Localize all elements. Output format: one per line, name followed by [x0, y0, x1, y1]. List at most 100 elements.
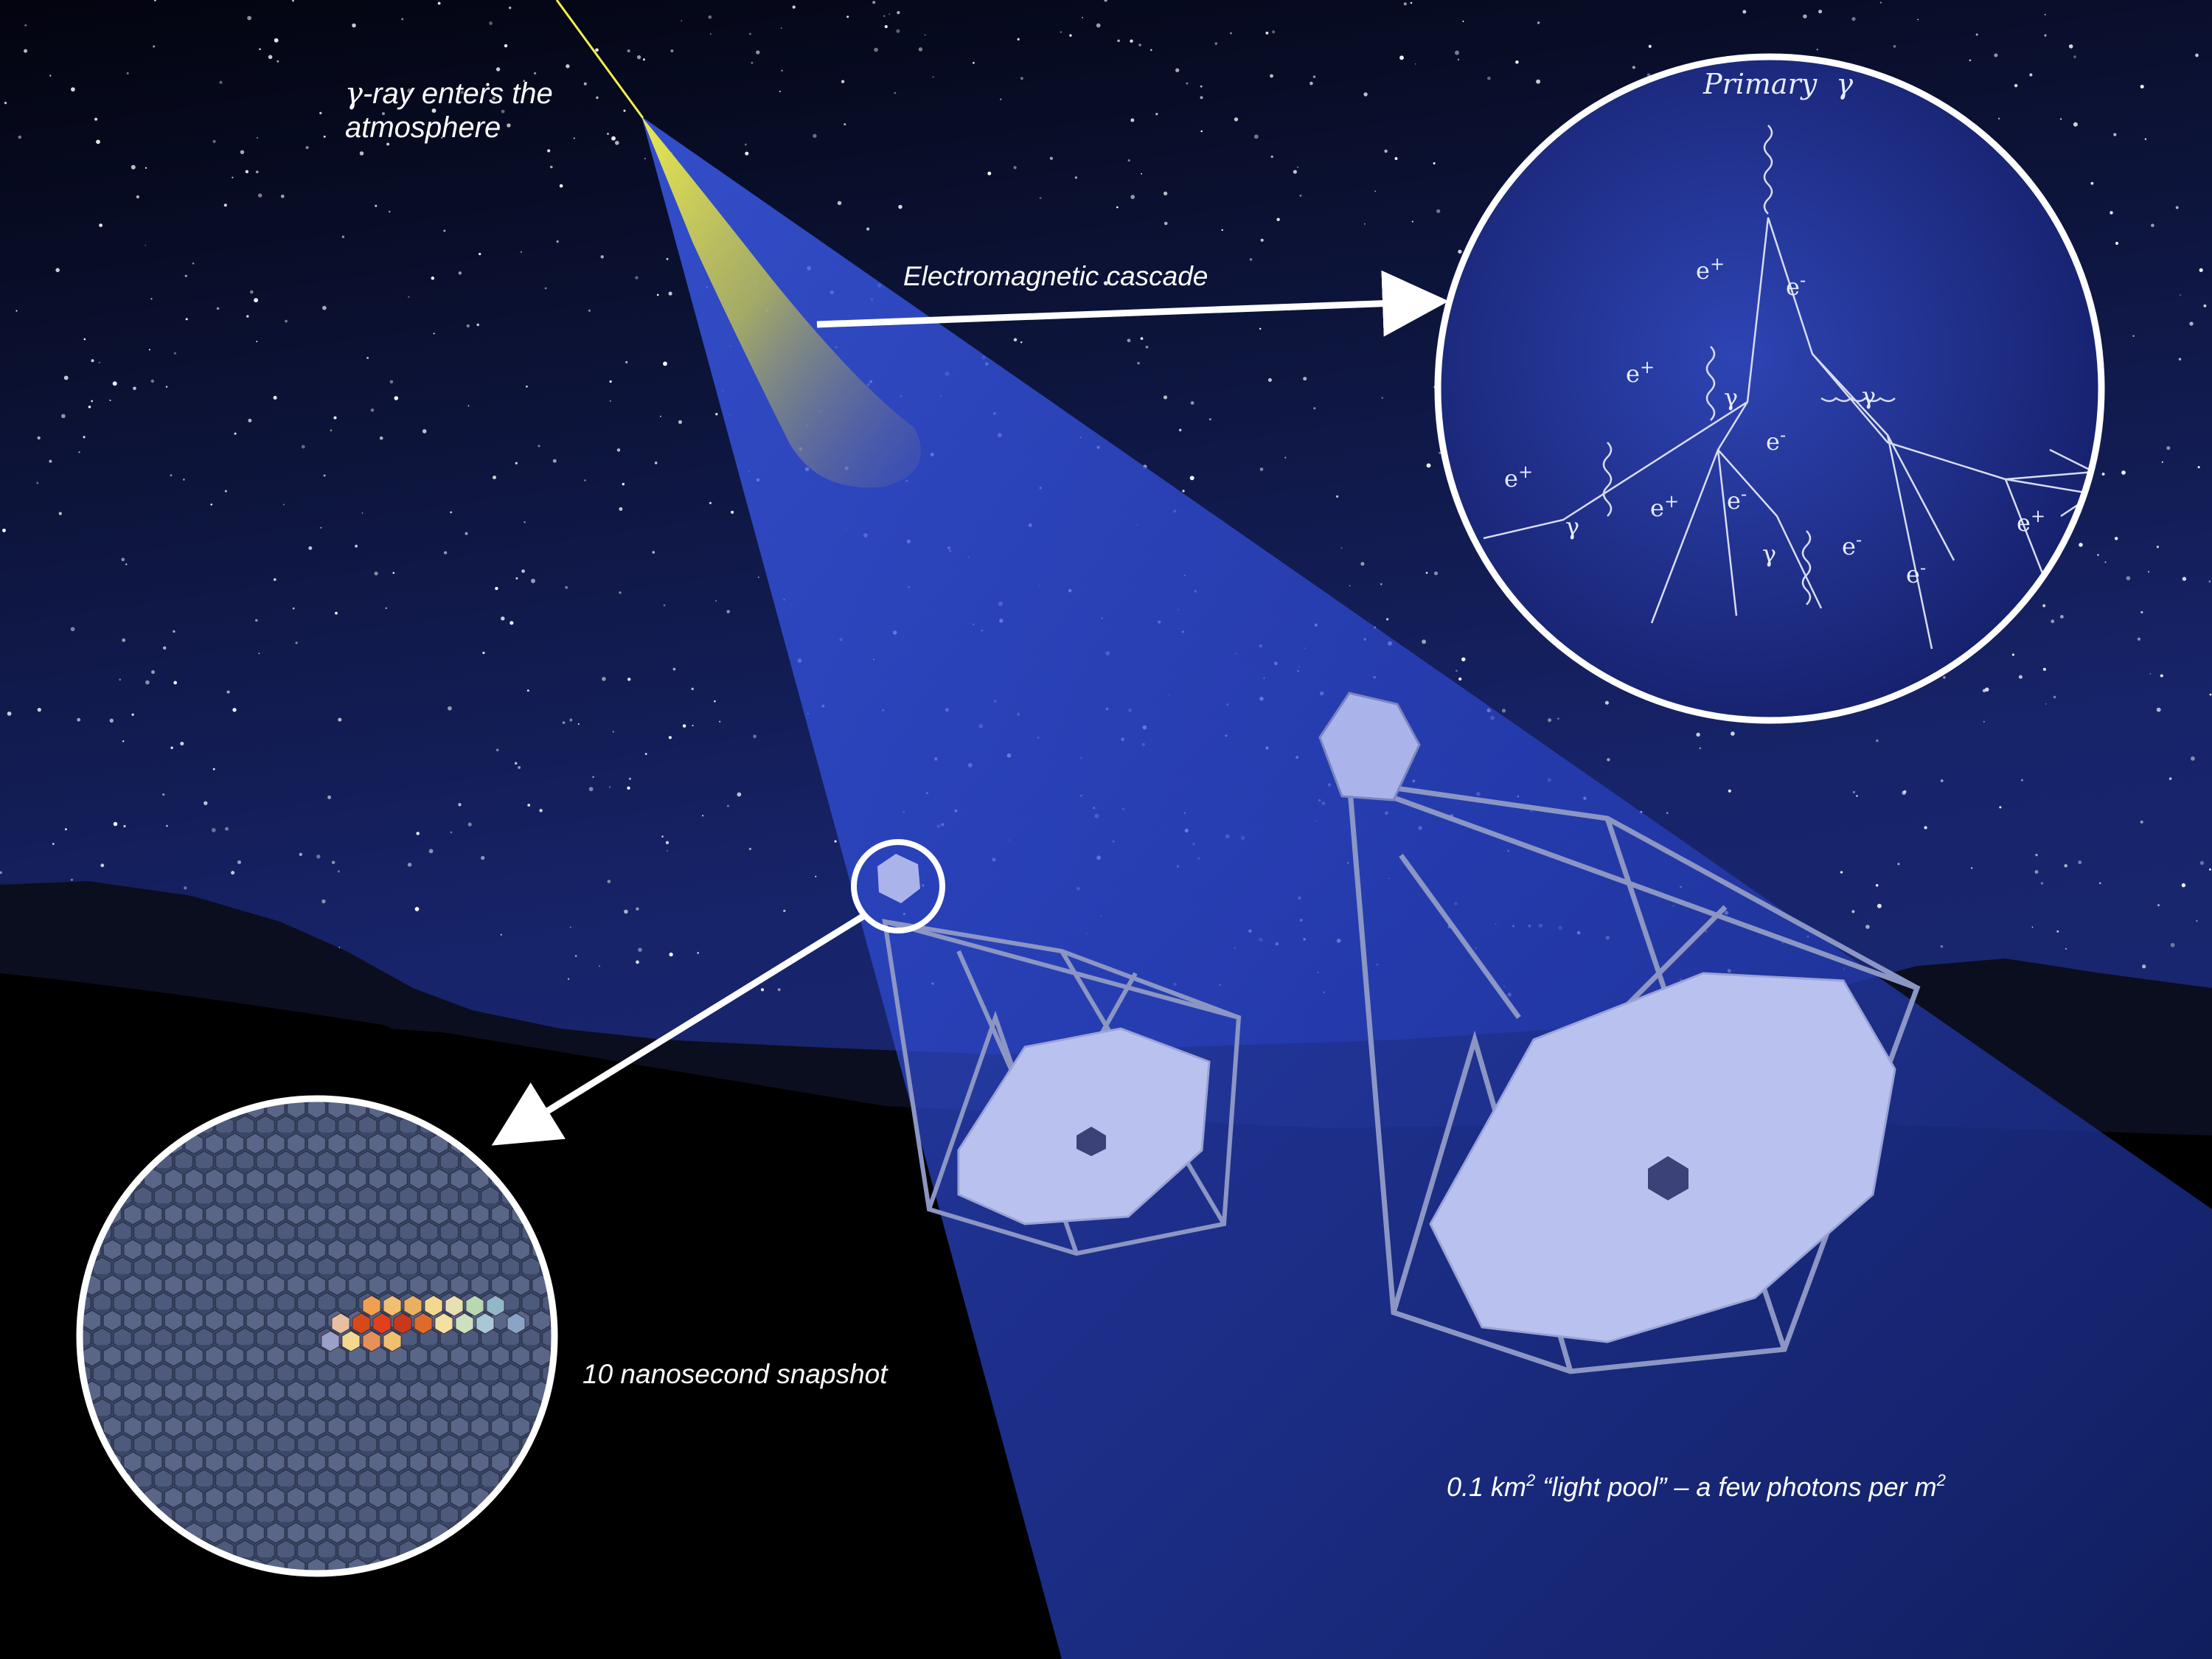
star — [569, 718, 573, 722]
star — [1458, 677, 1462, 681]
star — [1313, 407, 1316, 410]
star — [1381, 397, 1384, 399]
star — [550, 165, 553, 169]
star — [636, 55, 641, 60]
star — [2166, 446, 2171, 451]
star — [1917, 18, 1919, 21]
star — [1385, 618, 1389, 621]
star — [361, 512, 364, 514]
star — [569, 926, 571, 928]
star — [715, 600, 717, 602]
star — [1272, 30, 1276, 34]
star — [70, 627, 75, 632]
star — [2181, 883, 2186, 888]
star — [183, 479, 185, 481]
star — [872, 1, 876, 4]
star — [153, 0, 156, 1]
light-pool-label: 0.1 km2 “light pool” – a few photons per… — [1447, 1471, 1946, 1502]
star — [1069, 34, 1072, 37]
star — [1182, 490, 1185, 493]
star — [1462, 21, 1464, 22]
star — [514, 762, 518, 765]
star — [619, 591, 622, 594]
star — [2073, 55, 2076, 58]
star — [1943, 676, 1946, 679]
star — [2209, 693, 2212, 696]
star — [185, 318, 188, 321]
star — [1983, 720, 1985, 723]
star — [612, 731, 614, 733]
star — [1130, 39, 1133, 43]
star — [1666, 812, 1669, 814]
star — [37, 436, 41, 440]
star — [323, 135, 326, 138]
star — [1364, 223, 1366, 225]
star — [1728, 789, 1731, 793]
star — [744, 143, 747, 146]
star — [136, 195, 140, 199]
star — [668, 736, 672, 740]
star — [443, 551, 448, 554]
star — [2197, 466, 2200, 469]
star — [1433, 571, 1439, 576]
star — [834, 840, 837, 843]
star — [321, 899, 326, 904]
star — [1457, 58, 1460, 60]
star — [1145, 345, 1149, 349]
camera-pixel — [403, 1295, 422, 1317]
star — [495, 586, 498, 591]
star — [624, 909, 628, 914]
gamma-ray-entry-label: γ-ray enters the atmosphere — [345, 77, 553, 145]
camera-pixel — [424, 1295, 443, 1317]
star — [559, 184, 563, 188]
star — [552, 459, 557, 463]
star — [1984, 687, 1989, 692]
star — [301, 445, 305, 449]
star — [173, 352, 177, 355]
star — [588, 787, 594, 792]
star — [753, 734, 757, 739]
star — [1200, 96, 1203, 100]
star — [583, 82, 587, 86]
particle-label: e+ — [1650, 491, 1679, 522]
star — [544, 287, 547, 290]
star — [714, 700, 716, 703]
star — [1017, 38, 1020, 41]
star — [2034, 870, 2039, 874]
star — [2044, 13, 2046, 15]
star — [719, 720, 721, 723]
star — [2065, 947, 2067, 950]
star — [592, 776, 594, 779]
camera-pixel — [372, 1312, 392, 1335]
star — [691, 687, 694, 690]
star — [1455, 669, 1458, 672]
star — [254, 298, 259, 303]
star — [1455, 50, 1459, 55]
shower-image-pixels — [321, 1295, 526, 1352]
star — [232, 708, 237, 712]
star — [422, 429, 427, 434]
star — [1893, 45, 1896, 48]
star — [616, 448, 621, 452]
star — [779, 90, 781, 93]
star — [119, 678, 122, 681]
star — [2126, 576, 2131, 581]
star — [652, 551, 655, 554]
star — [170, 746, 173, 749]
star — [386, 142, 390, 146]
star — [2044, 34, 2047, 37]
star — [2208, 580, 2211, 583]
particle-label: e- — [1727, 484, 1747, 515]
star — [2157, 904, 2160, 907]
star — [627, 786, 630, 790]
star — [476, 323, 479, 327]
star — [52, 843, 55, 845]
star — [1130, 118, 1135, 122]
star — [145, 680, 150, 685]
star — [2161, 461, 2163, 463]
star — [1879, 1, 1882, 4]
star — [1221, 229, 1223, 232]
star — [708, 15, 712, 19]
star — [509, 621, 514, 625]
star — [1360, 562, 1365, 566]
